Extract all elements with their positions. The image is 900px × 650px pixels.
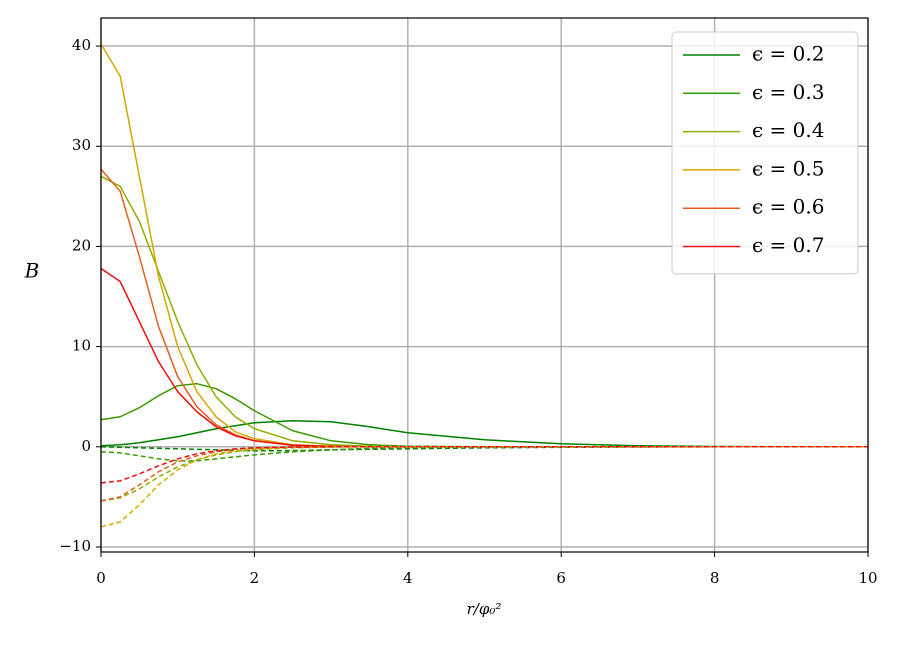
legend-box	[671, 31, 859, 275]
y-tick-label: 20	[72, 236, 91, 254]
line	[100, 420, 869, 448]
x-tick-label: 0	[96, 569, 106, 587]
y-tick-label: 10	[72, 337, 91, 355]
legend-label: ϵ = 0.3	[752, 80, 824, 104]
line	[100, 382, 868, 448]
y-tick-label: 40	[72, 36, 91, 54]
y-tick-label: 0	[81, 437, 91, 455]
x-tick-label: 6	[556, 569, 566, 587]
x-tick-label: 10	[858, 569, 877, 587]
legend-label: ϵ = 0.4	[752, 118, 824, 142]
dashed-line	[100, 446, 868, 502]
y-axis-label: B	[24, 259, 40, 283]
x-axis-label: r/φ₀²	[467, 600, 502, 618]
y-tick-label: 30	[72, 136, 91, 154]
x-tick-label: 8	[710, 569, 720, 587]
legend-label: ϵ = 0.5	[752, 156, 824, 180]
dashed-line	[100, 446, 868, 484]
plot-frame	[100, 17, 869, 553]
x-tick-label: 2	[250, 569, 260, 587]
line	[100, 267, 868, 448]
x-tick-label: 4	[403, 569, 413, 587]
dashed-line	[100, 446, 868, 502]
legend-label: ϵ = 0.2	[752, 42, 824, 66]
legend-label: ϵ = 0.7	[752, 233, 824, 257]
legend-label: ϵ = 0.6	[752, 195, 824, 219]
y-tick-label: −10	[59, 537, 91, 555]
